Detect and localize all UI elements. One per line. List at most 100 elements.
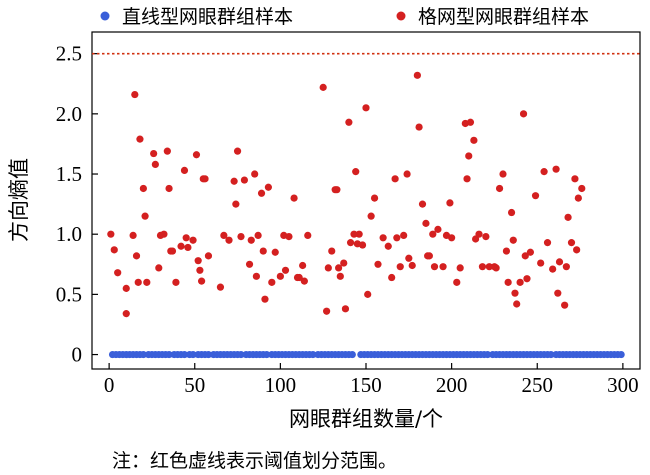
grid-sample-point [268,278,276,286]
grid-sample-point [578,184,586,193]
grid-sample-point [129,231,137,240]
grid-sample-point [172,278,180,286]
grid-sample-point [107,230,115,238]
grid-sample-point [555,258,564,266]
grid-sample-point [139,184,147,193]
linear-sample-point [189,350,197,359]
grid-sample-point [429,230,437,238]
grid-sample-point [180,166,189,175]
grid-sample-point [189,236,197,244]
grid-sample-point [561,301,569,309]
grid-sample-point [403,170,411,178]
linear-sample-point [263,350,271,359]
grid-sample-point [194,257,202,265]
grid-sample-point [439,263,447,271]
y-tick-label: 0 [72,343,83,367]
grid-sample-point [240,176,249,184]
grid-sample-point [388,273,396,282]
grid-sample-point [521,252,529,260]
grid-sample-point [418,200,427,208]
grid-sample-point [261,295,269,303]
grid-sample-point [495,184,504,193]
grid-sample-point [192,151,201,159]
grid-sample-point [400,231,408,240]
grid-sample-point [230,177,238,185]
grid-sample-point [362,104,370,112]
grid-sample-point [448,234,456,242]
y-tick-label: 0.5 [56,282,82,306]
grid-sample-point [413,71,421,79]
grid-sample-point [110,246,118,254]
grid-sample-point [333,186,341,194]
linear-sample-point [204,350,213,359]
grid-sample-point [422,219,430,227]
x-tick-label: 50 [184,373,205,397]
grid-sample-point [350,230,358,238]
grid-sample-point [470,136,478,144]
grid-sample-point [531,192,540,200]
grid-sample-point [374,260,382,268]
grid-sample-point [220,231,228,240]
grid-sample-point [151,160,159,168]
grid-sample-point [370,194,379,202]
grid-sample-point [352,168,360,176]
y-tick-label: 1.5 [56,162,82,186]
linear-sample-point [180,350,189,359]
grid-sample-point [168,247,177,255]
grid-sample-point [571,175,579,183]
grid-sample-point [225,236,233,244]
grid-sample-point [482,233,490,241]
grid-sample-point [355,230,363,238]
grid-sample-point [237,233,245,241]
grid-sample-point [502,247,511,255]
grid-sample-point [537,259,545,267]
grid-sample-point [336,272,344,280]
grid-sample-point [492,264,500,272]
grid-sample-point [391,175,399,183]
y-axis-title: 方向熵值 [7,158,31,242]
linear-sample-point [483,350,492,359]
grid-sample-point [549,265,557,273]
grid-sample-point [511,289,519,297]
legend-label-grid: 格网型网眼群组样本 [418,6,589,28]
grid-sample-point [540,168,548,176]
grid-sample-point [122,284,130,292]
grid-sample-point [160,230,168,238]
grid-sample-point [150,149,158,158]
grid-sample-point [405,254,413,262]
grid-sample-point [430,263,439,271]
linear-sample-point [139,350,147,359]
grid-sample-point [415,123,423,131]
grid-sample-point [319,83,327,91]
grid-sample-point [122,310,130,318]
grid-sample-point [233,147,242,155]
y-tick-label: 1.0 [56,222,82,246]
grid-sample-point [196,266,204,274]
grid-sample-point [466,118,475,126]
grid-sample-point [216,283,225,291]
grid-sample-point [232,200,240,208]
grid-sample-point [396,263,404,271]
grid-sample-point [507,208,516,217]
linear-sample-point [165,350,173,359]
grid-sample-point [513,300,521,308]
grid-sample-point [136,135,144,143]
series-grid-samples [107,71,586,318]
grid-sample-point [562,263,570,271]
grid-sample-point [165,184,173,193]
grid-sample-point [324,264,332,272]
grid-sample-point [554,289,562,297]
grid-sample-point [335,264,343,272]
grid-sample-point [143,278,151,286]
grid-sample-point [134,278,142,286]
grid-sample-point [526,248,535,256]
grid-sample-point [340,259,348,267]
grid-sample-point [155,264,163,272]
grid-sample-point [300,277,308,285]
grid-sample-point [509,236,517,244]
grid-sample-point [184,243,192,252]
linear-sample-point [309,350,317,359]
legend-marker-grid [396,11,406,21]
grid-sample-point [299,261,307,270]
legend-marker-linear [100,11,110,21]
